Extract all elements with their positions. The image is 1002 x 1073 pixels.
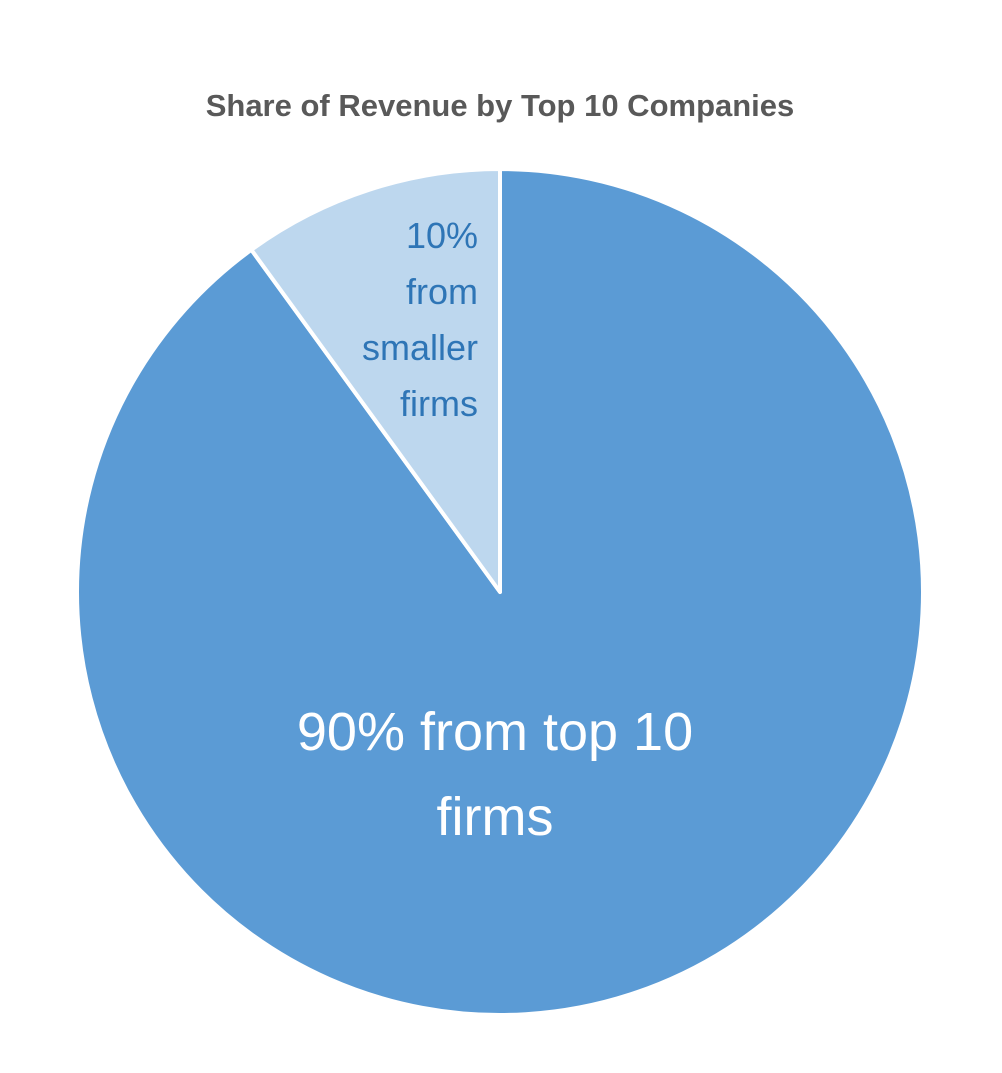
data-label: 10% from smaller firms [361,215,478,424]
data-label-box: 90% from top 10 firms [296,702,694,847]
chart-title: Share of Revenue by Top 10 Companies [206,88,795,123]
data-label: 90% from top 10 firms [296,702,694,847]
data-label-box: 10% from smaller firms [361,215,478,424]
pie-slice [249,167,502,594]
